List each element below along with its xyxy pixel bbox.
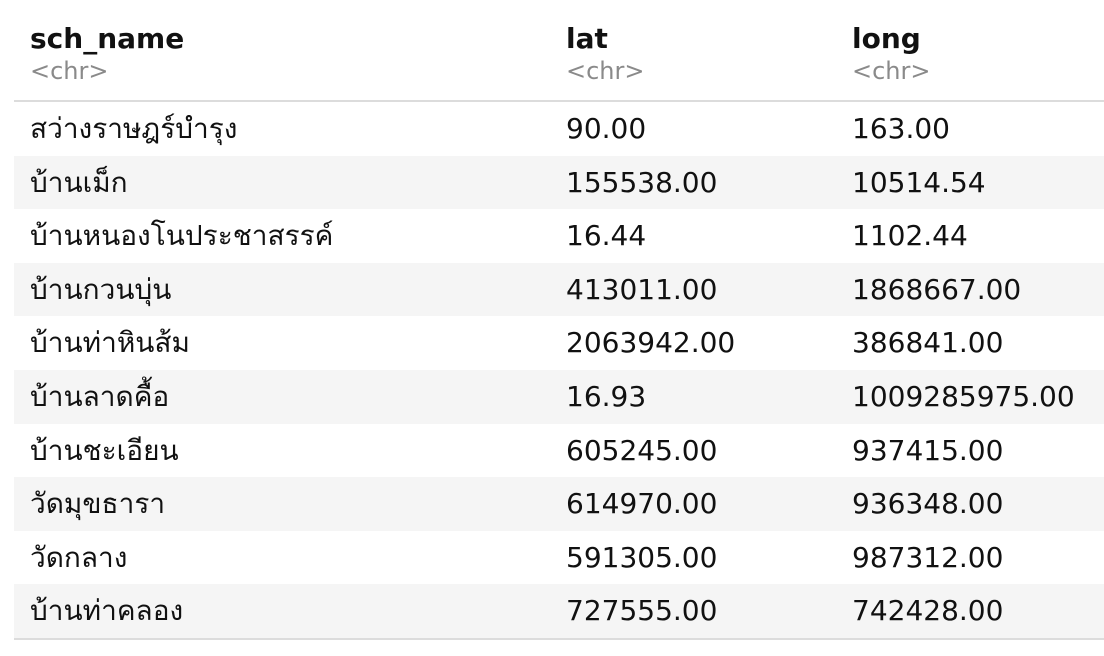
cell-long: 10514.54 bbox=[836, 155, 1104, 210]
cell-sch-name: บ้านท่าหินส้ม bbox=[30, 326, 190, 360]
cell-lat: 90.00 bbox=[566, 112, 647, 145]
column-type: <chr> bbox=[30, 57, 109, 85]
cell-sch-name: วัดมุขธารา bbox=[14, 477, 550, 531]
cell-long: 987312.00 bbox=[852, 540, 1004, 574]
table-row[interactable]: วัดกลาง 591305.00 987312.00 bbox=[14, 531, 1104, 585]
cell-long: 937415.00 bbox=[852, 433, 1004, 467]
cell-sch-name: บ้านลาดคื้อ bbox=[14, 369, 550, 424]
cell-sch-name: บ้านท่าคลอง bbox=[14, 584, 550, 640]
column-header-lat[interactable]: lat <chr> bbox=[550, 14, 836, 102]
cell-long: 1868667.00 bbox=[836, 262, 1104, 317]
cell-long: 163.00 bbox=[852, 112, 950, 145]
table-row[interactable]: วัดมุขธารา 614970.00 936348.00 bbox=[14, 477, 1104, 531]
column-header-sch-name[interactable]: sch_name <chr> bbox=[14, 14, 550, 102]
table-row[interactable]: บ้านหนองโนประชาสรรค์ 16.44 1102.44 bbox=[14, 209, 1104, 263]
cell-sch-name: วัดกลาง bbox=[30, 540, 128, 574]
cell-sch-name: บ้านกวนบุ่น bbox=[14, 262, 550, 317]
column-name: sch_name bbox=[30, 22, 185, 55]
cell-sch-name: บ้านหนองโนประชาสรรค์ bbox=[30, 219, 334, 253]
data-table: sch_name <chr> lat <chr> long <chr> สว่า… bbox=[14, 14, 1104, 640]
data-table-container: sch_name <chr> lat <chr> long <chr> สว่า… bbox=[14, 14, 1104, 640]
table-row[interactable]: บ้านลาดคื้อ 16.93 1009285975.00 bbox=[14, 369, 1104, 424]
cell-lat: 605245.00 bbox=[566, 433, 718, 467]
table-header: sch_name <chr> lat <chr> long <chr> bbox=[14, 14, 1104, 102]
table-row[interactable]: บ้านท่าหินส้ม 2063942.00 386841.00 bbox=[14, 316, 1104, 370]
header-row: sch_name <chr> lat <chr> long <chr> bbox=[14, 14, 1104, 102]
cell-sch-name: บ้านเม็ก bbox=[14, 155, 550, 210]
cell-sch-name: บ้านชะเอียน bbox=[30, 433, 179, 467]
cell-long: 742428.00 bbox=[836, 584, 1104, 640]
cell-long: 1009285975.00 bbox=[836, 369, 1104, 424]
cell-sch-name: สว่างราษฎร์บำรุง bbox=[30, 112, 238, 145]
cell-long: 386841.00 bbox=[852, 326, 1004, 360]
cell-lat: 727555.00 bbox=[550, 584, 836, 640]
cell-lat: 2063942.00 bbox=[566, 326, 736, 360]
cell-long: 936348.00 bbox=[836, 477, 1104, 531]
column-type: <chr> bbox=[566, 57, 645, 85]
column-header-long[interactable]: long <chr> bbox=[836, 14, 1104, 102]
cell-lat: 16.44 bbox=[566, 219, 647, 253]
cell-lat: 155538.00 bbox=[550, 155, 836, 210]
table-row[interactable]: บ้านกวนบุ่น 413011.00 1868667.00 bbox=[14, 262, 1104, 317]
column-type: <chr> bbox=[852, 57, 931, 85]
cell-lat: 591305.00 bbox=[566, 540, 718, 574]
cell-lat: 614970.00 bbox=[550, 477, 836, 531]
table-row[interactable]: บ้านท่าคลอง 727555.00 742428.00 bbox=[14, 584, 1104, 640]
table-row[interactable]: บ้านชะเอียน 605245.00 937415.00 bbox=[14, 424, 1104, 478]
table-row[interactable]: สว่างราษฎร์บำรุง 90.00 163.00 bbox=[14, 101, 1104, 156]
cell-lat: 413011.00 bbox=[550, 262, 836, 317]
column-name: long bbox=[852, 22, 921, 55]
table-row[interactable]: บ้านเม็ก 155538.00 10514.54 bbox=[14, 155, 1104, 210]
table-body: สว่างราษฎร์บำรุง 90.00 163.00 บ้านเม็ก 1… bbox=[14, 101, 1104, 640]
column-name: lat bbox=[566, 22, 608, 55]
cell-long: 1102.44 bbox=[852, 219, 968, 253]
cell-lat: 16.93 bbox=[550, 369, 836, 424]
